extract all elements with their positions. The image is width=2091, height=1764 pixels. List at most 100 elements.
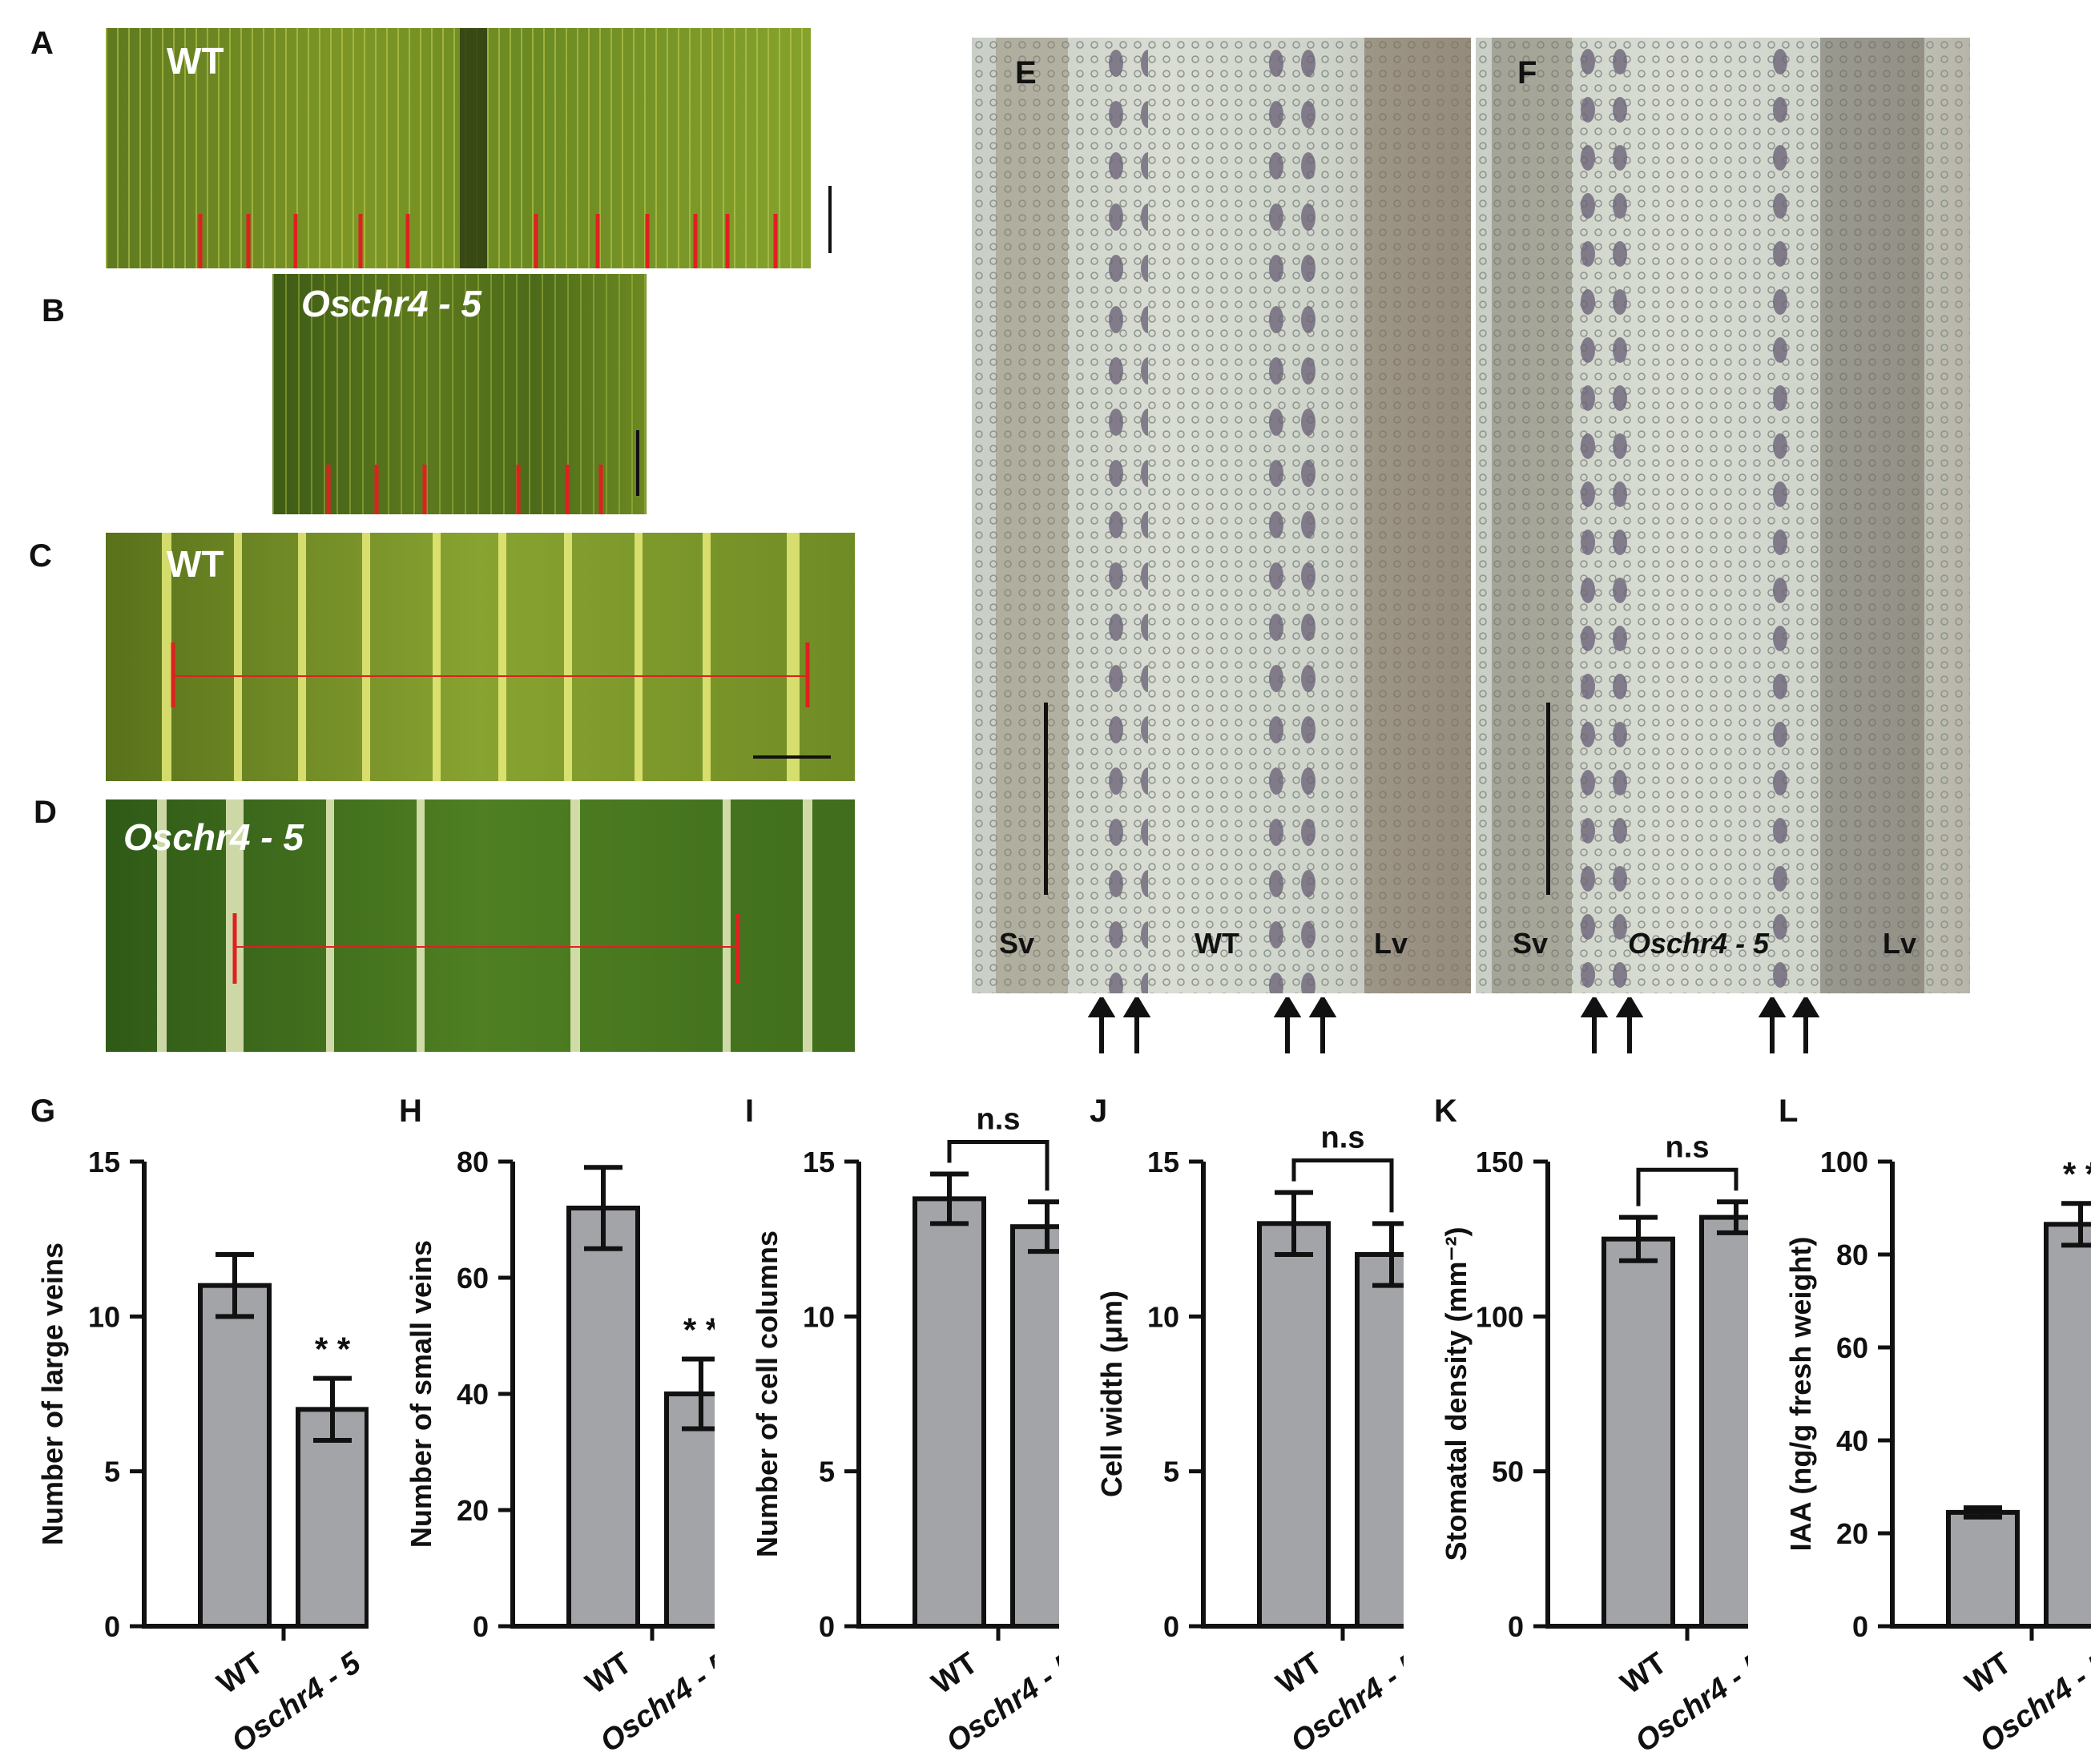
bar-mutant <box>1010 1224 1084 1629</box>
genotype-label-a: WT <box>167 40 224 82</box>
y-tick-label: 50 <box>1492 1456 1524 1488</box>
y-axis-title: Number of cell columns <box>751 1230 784 1557</box>
chart-h: H 0 20 40 60 80 Number of small veins WT Oschr4 … <box>369 1081 755 1760</box>
y-tick-label: 100 <box>1476 1300 1524 1333</box>
significance-label: n.s <box>1321 1122 1365 1155</box>
small-vein-label-e: Sv <box>999 927 1035 960</box>
panel-label-d: D <box>34 795 57 830</box>
bar-wt <box>566 1206 640 1629</box>
leaf-photo-mutant-zoom: Oschr4 - 5 <box>106 799 855 1052</box>
vein-span-marker-c <box>171 642 810 707</box>
bar-wt <box>1257 1221 1331 1629</box>
y-tick-label: 0 <box>104 1610 120 1643</box>
y-tick-label: 10 <box>1147 1300 1179 1333</box>
significance-label: n.s <box>1666 1130 1710 1164</box>
y-tick-label: 5 <box>104 1456 120 1488</box>
stomata-arrows-e <box>972 994 1471 1053</box>
x-category-label: WT <box>580 1646 638 1701</box>
chart-l: L 0 20 40 60 80 100 IAA (ng/g fresh weight) WT Os… <box>1748 1081 2091 1760</box>
large-vein-markers-a <box>198 214 778 268</box>
micrograph-texture-f <box>1476 38 1970 993</box>
y-axis-title: Number of large veins <box>36 1242 69 1545</box>
y-tick-label: 10 <box>88 1300 120 1333</box>
significance-bracket <box>1291 1158 1394 1213</box>
leaf-vein-overlay-d <box>157 799 812 1052</box>
stomata-arrows-f <box>1476 994 1970 1053</box>
large-vein-label-f: Lv <box>1883 927 1917 960</box>
panel-label-j: J <box>1090 1093 1107 1129</box>
small-vein-label-f: Sv <box>1513 927 1549 960</box>
y-tick-label: 40 <box>1836 1424 1868 1457</box>
large-vein-markers-b <box>326 465 603 514</box>
chart-k: K 0 50 100 150 Stomatal density (mm⁻²) WT Oschr… <box>1404 1081 1790 1760</box>
panel-label-i: I <box>745 1093 754 1129</box>
bar-mutant <box>1355 1252 1428 1629</box>
significance-stars: * * <box>2063 1155 2091 1193</box>
x-category-label: WT <box>1615 1646 1673 1701</box>
panel-label-a: A <box>30 26 54 61</box>
leaf-vein-overlay-c <box>162 533 810 781</box>
y-tick-label: 60 <box>1836 1331 1868 1364</box>
leaf-photo-wt-macro: WT <box>106 28 811 268</box>
large-vein-label-e: Lv <box>1374 927 1408 960</box>
bar-wt <box>198 1283 272 1629</box>
scale-bar-c <box>753 755 831 759</box>
y-tick-label: 15 <box>1147 1146 1179 1178</box>
y-tick-label: 5 <box>819 1456 835 1488</box>
bar-wt <box>1601 1236 1675 1629</box>
bar-mutant <box>2044 1222 2091 1629</box>
y-tick-label: 80 <box>457 1146 489 1178</box>
bar-wt <box>1946 1509 2020 1629</box>
y-tick-label: 15 <box>88 1146 120 1178</box>
y-tick-label: 80 <box>1836 1238 1868 1271</box>
y-axis-title: Number of small veins <box>405 1240 437 1548</box>
leaf-photo-mutant-macro: Oschr4 - 5 <box>272 274 647 514</box>
significance-stars: * * <box>315 1331 351 1368</box>
genotype-label-e: WT <box>1195 927 1239 960</box>
significance-bracket <box>947 1139 1050 1191</box>
y-tick-label: 0 <box>1163 1610 1179 1643</box>
leaf-vein-overlay-b <box>272 274 647 514</box>
panel-label-h: H <box>399 1093 422 1129</box>
y-tick-label: 40 <box>457 1378 489 1411</box>
x-category-label: WT <box>1271 1646 1328 1701</box>
leaf-photo-wt-zoom: WT <box>106 533 855 781</box>
chart-g: G 0 5 10 15 Number of large veins WT Oschr4 - 5… <box>0 1081 386 1760</box>
bar-mutant <box>1699 1214 1773 1629</box>
x-category-label: WT <box>926 1646 984 1701</box>
micrograph-texture-e <box>972 38 1471 993</box>
genotype-label-c: WT <box>167 543 224 585</box>
bar-wt <box>913 1196 986 1629</box>
genotype-label-f: Oschr4 - 5 <box>1628 927 1770 960</box>
x-category-label: WT <box>212 1646 269 1701</box>
vein-span-marker-d <box>232 913 740 984</box>
scale-bar-b <box>636 430 639 496</box>
y-tick-label: 60 <box>457 1262 489 1295</box>
panel-label-k: K <box>1434 1093 1457 1129</box>
panel-label-l: L <box>1779 1093 1798 1129</box>
micrograph-wt: E Sv WT Lv <box>972 38 1471 993</box>
y-tick-label: 20 <box>1836 1517 1868 1550</box>
y-tick-label: 0 <box>473 1610 489 1643</box>
x-category-label: WT <box>1960 1646 2017 1701</box>
y-tick-label: 0 <box>819 1610 835 1643</box>
bar-mutant <box>296 1407 369 1629</box>
y-tick-label: 0 <box>1508 1610 1524 1643</box>
y-tick-label: 15 <box>803 1146 835 1178</box>
y-tick-label: 150 <box>1476 1146 1524 1178</box>
significance-stars: * * <box>683 1311 715 1349</box>
panel-label-c: C <box>29 538 52 574</box>
panel-label-e: E <box>1015 55 1037 91</box>
y-tick-label: 10 <box>803 1300 835 1333</box>
panel-label-b: B <box>42 293 65 328</box>
panel-label-g: G <box>30 1093 55 1129</box>
genotype-label-b: Oschr4 - 5 <box>301 283 481 324</box>
micrograph-mutant: F Sv Oschr4 - 5 Lv <box>1476 38 1970 993</box>
y-tick-label: 100 <box>1820 1146 1868 1178</box>
y-tick-label: 0 <box>1852 1610 1868 1643</box>
significance-label: n.s <box>977 1102 1021 1136</box>
